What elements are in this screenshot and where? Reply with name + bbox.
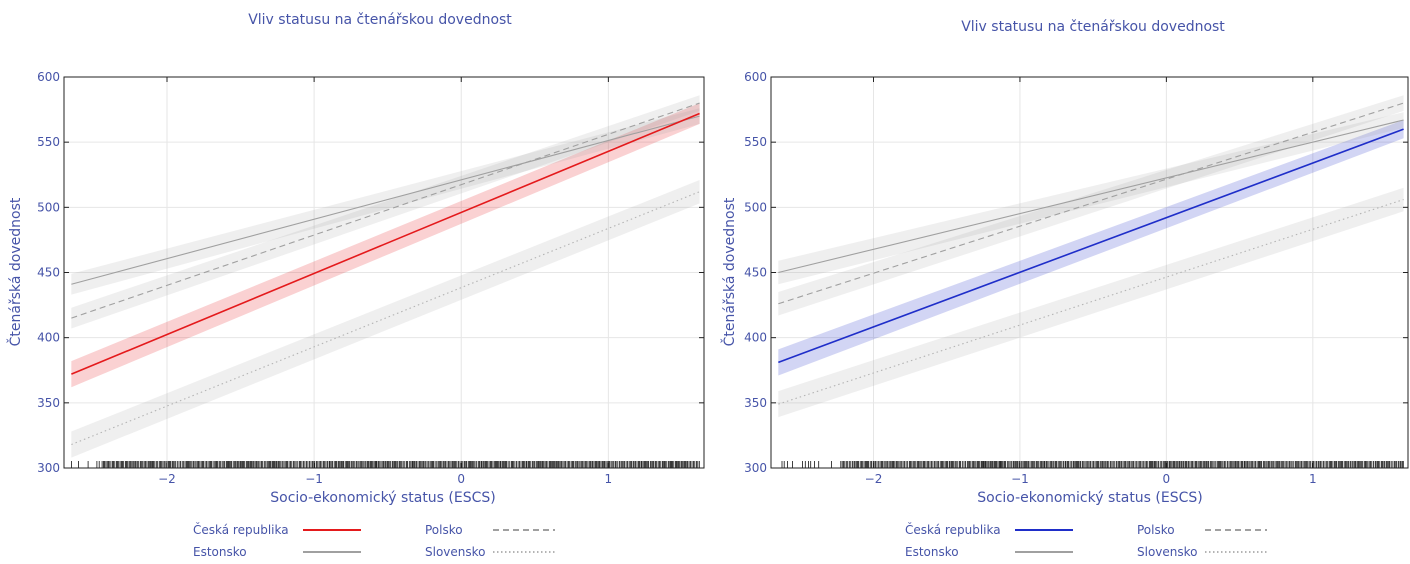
plot-area: −2 −1 0 1 300 350 400 450 500 550 600 [744, 70, 1409, 486]
confidence-band-slovensko [778, 187, 1404, 418]
confidence-band-česká-republika [778, 120, 1404, 376]
chart-title: Vliv statusu na čtenářskou dovednost [248, 12, 512, 28]
y-tick-label: 550 [37, 135, 60, 149]
y-tick-label: 450 [37, 266, 60, 280]
series-line-polsko [71, 102, 700, 319]
legend-label-sk: Slovensko [425, 545, 486, 559]
y-tick-label: 300 [744, 461, 767, 475]
x-tick-label: −2 [865, 472, 883, 486]
confidence-band-polsko [71, 95, 700, 329]
y-tick-label: 500 [37, 200, 60, 214]
y-tick-label: 400 [37, 331, 60, 345]
y-tick-label: 350 [37, 396, 60, 410]
y-axis-label: Čtenářská dovednost [6, 197, 24, 346]
x-tick-label: 1 [1309, 472, 1317, 486]
legend-label-cz: Česká republika [905, 522, 1001, 537]
x-tick-label: 0 [457, 472, 465, 486]
y-tick-label: 450 [744, 266, 767, 280]
x-axis-label: Socio-ekonomický status (ESCS) [270, 490, 496, 506]
legend: Česká republika Polsko Estonsko Slovensko [193, 522, 555, 559]
legend-label-cz: Česká republika [193, 522, 289, 537]
series-line-slovensko [71, 191, 700, 446]
x-tick-label: 0 [1163, 472, 1171, 486]
x-axis-label: Socio-ekonomický status (ESCS) [977, 490, 1203, 506]
chart-title: Vliv statusu na čtenářskou dovednost [961, 19, 1225, 35]
legend: Česká republika Polsko Estonsko Slovensko [905, 522, 1267, 559]
y-axis-label: Čtenářská dovednost [720, 197, 738, 346]
y-tick-label: 600 [744, 70, 767, 84]
chart-right: Vliv statusu na čtenářskou dovednost Soc… [720, 19, 1409, 559]
y-tick-label: 550 [744, 135, 767, 149]
confidence-band-slovensko [71, 179, 700, 458]
rug-plot [781, 461, 1404, 468]
legend-label-sk: Slovensko [1137, 545, 1198, 559]
series-line-česká-republika [778, 128, 1404, 364]
legend-label-ee: Estonsko [905, 545, 959, 559]
confidence-band-polsko [778, 95, 1404, 316]
series-line-estonsko [778, 119, 1404, 274]
x-tick-label: 1 [605, 472, 613, 486]
legend-label-pl: Polsko [1137, 523, 1175, 537]
x-tick-label: −2 [158, 472, 176, 486]
confidence-band-estonsko [71, 108, 700, 295]
rug-plot [71, 461, 700, 468]
confidence-band-česká-republika [71, 103, 700, 388]
legend-label-ee: Estonsko [193, 545, 247, 559]
y-tick-label: 600 [37, 70, 60, 84]
x-tick-label: −1 [1011, 472, 1029, 486]
y-tick-label: 300 [37, 461, 60, 475]
y-tick-label: 400 [744, 331, 767, 345]
legend-label-pl: Polsko [425, 523, 463, 537]
y-tick-label: 350 [744, 396, 767, 410]
y-tick-label: 500 [744, 200, 767, 214]
plot-area: −2 −1 0 1 300 350 400 450 500 550 600 [37, 70, 705, 486]
x-tick-label: −1 [305, 472, 323, 486]
series-line-estonsko [71, 115, 700, 285]
chart-left: Vliv statusu na čtenářskou dovednost Soc… [6, 12, 705, 559]
series-line-česká-republika [71, 112, 700, 375]
series-line-slovensko [778, 198, 1404, 405]
confidence-band-estonsko [778, 112, 1404, 285]
